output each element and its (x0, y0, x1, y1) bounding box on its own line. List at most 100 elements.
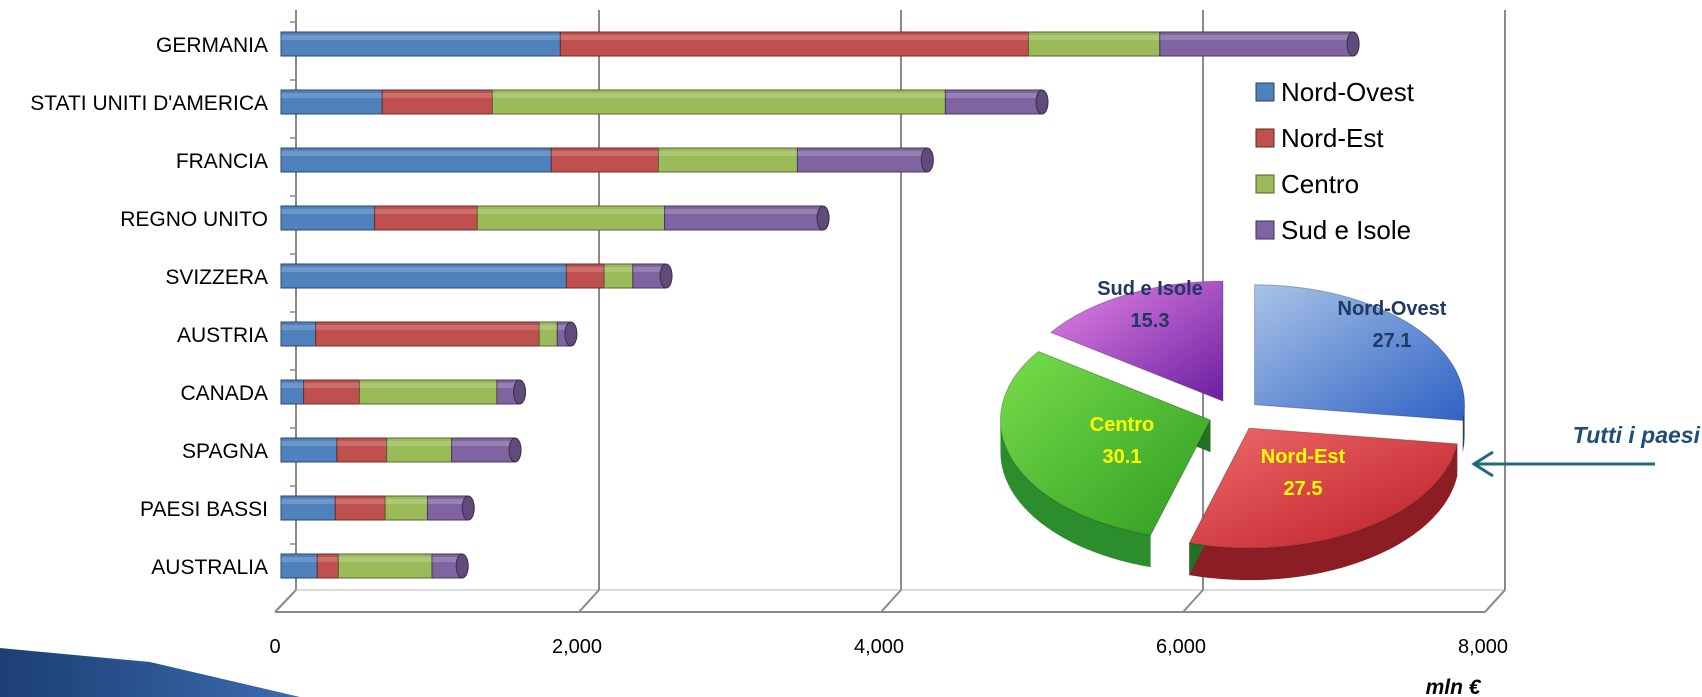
bar-segment-highlight (281, 267, 567, 272)
pie-slice-value: 27.1 (1373, 330, 1412, 352)
bar-segment (315, 321, 540, 347)
bar-segment-highlight (551, 151, 659, 156)
bar-end-cap (461, 495, 475, 521)
bar-segment (796, 147, 928, 173)
x-tick-label: 8,000 (1458, 636, 1508, 658)
arrow-left-icon (1471, 450, 1494, 478)
bar-segment-highlight (281, 93, 383, 98)
decorative-corner-shape (0, 648, 300, 697)
bar-segment-highlight (386, 441, 452, 446)
pie-slice-side (1462, 404, 1465, 453)
legend-swatch (1255, 220, 1275, 240)
x-tick-label: 4,000 (854, 636, 904, 658)
legend-swatch (1255, 128, 1275, 148)
bar-row (280, 31, 1360, 57)
category-label: STATI UNITI D'AMERICA (30, 92, 268, 115)
bar-segment (1159, 31, 1354, 57)
bar-end-cap (920, 147, 934, 173)
bar-segment-highlight (560, 35, 1029, 40)
bar-segment-highlight (281, 151, 552, 156)
bar-segment (280, 495, 336, 521)
bar-end-cap (816, 205, 830, 231)
bar-end-cap (455, 553, 469, 579)
bar-segment (451, 437, 516, 463)
bar-row (280, 147, 934, 173)
pie-slice-side (1189, 443, 1458, 581)
bar-segment (565, 263, 605, 289)
pie-slice-value: 30.1 (1103, 446, 1142, 468)
gridline-floor (1182, 589, 1204, 613)
category-label: PAESI BASSI (140, 498, 268, 521)
legend-label: Centro (1281, 169, 1359, 199)
category-label: FRANCIA (176, 150, 268, 173)
x-axis-ticks: 0 2,000 4,000 6,000 8,000 (269, 636, 1508, 658)
bar-segment (384, 495, 428, 521)
legend-label: Nord-Est (1281, 123, 1384, 153)
category-label: SVIZZERA (165, 266, 268, 289)
pie-slice (1000, 350, 1212, 568)
bar-segment (334, 495, 386, 521)
bar-segment-highlight (797, 151, 928, 156)
bar-segment-highlight (281, 499, 336, 504)
bar-segment-highlight (338, 557, 432, 562)
category-label: AUSTRALIA (151, 556, 268, 579)
pie-annotation: Tutti i paesi (1471, 422, 1701, 478)
legend-swatch (1255, 174, 1275, 194)
bar-segment-highlight (336, 441, 387, 446)
pie-slice-name: Nord-Ovest (1338, 298, 1447, 320)
bar-segment-highlight (281, 383, 304, 388)
category-label: AUSTRIA (177, 324, 268, 347)
pie-slice (1049, 280, 1224, 402)
pie-slice-top (1188, 427, 1458, 549)
bar-segment-highlight (451, 441, 516, 446)
floor-left-edge (274, 589, 297, 613)
bar-segment-highlight (557, 325, 571, 330)
bar-row (280, 495, 475, 521)
gridline-floor (1484, 589, 1506, 613)
bar-segment (1027, 31, 1161, 57)
bar-row (280, 321, 578, 347)
pie-slice (1254, 284, 1466, 453)
bar-segment-highlight (632, 267, 667, 272)
bar-segment-highlight (281, 209, 375, 214)
bar-segment (280, 321, 317, 347)
category-label: GERMANIA (156, 34, 268, 57)
bar-segment (944, 89, 1043, 115)
bar-row (280, 437, 522, 463)
bar-segment (280, 553, 318, 579)
bar-segment (381, 89, 493, 115)
bar-end-cap (513, 379, 527, 405)
x-tick-label: 2,000 (552, 636, 602, 658)
pie-slice-top (1049, 280, 1224, 402)
bar-segment (664, 205, 824, 231)
bar-end-cap (508, 437, 522, 463)
x-tick-label: 0 (269, 636, 280, 658)
bar-segment (280, 205, 376, 231)
bar-segment-highlight (664, 209, 824, 214)
pie-slice-name: Sud e Isole (1097, 278, 1203, 300)
legend-label: Nord-Ovest (1281, 77, 1415, 107)
bar-segment-highlight (281, 441, 337, 446)
bar-segment-highlight (281, 325, 316, 330)
stacked-bars (280, 31, 1360, 579)
bar-row (280, 263, 673, 289)
legend-item: Centro (1255, 169, 1359, 199)
bar-segment-highlight (335, 499, 386, 504)
bar-segment-highlight (427, 499, 469, 504)
pie-slice-name: Nord-Est (1261, 446, 1346, 468)
bar-segment-highlight (281, 557, 318, 562)
pie-slice-value: 15.3 (1131, 310, 1170, 332)
legend-item: Sud e Isole (1255, 215, 1411, 245)
bar-segment (303, 379, 361, 405)
legend: Nord-Ovest Nord-Est Centro Sud e Isole (1255, 77, 1415, 245)
gridline-floor (578, 589, 600, 613)
pie-slice-name: Centro (1090, 414, 1154, 436)
bar-segment-highlight (658, 151, 798, 156)
bar-row (280, 553, 469, 579)
bar-segment-highlight (359, 383, 497, 388)
bar-segment-highlight (317, 557, 339, 562)
bar-end-cap (659, 263, 673, 289)
bar-segment (426, 495, 469, 521)
bar-segment (559, 31, 1029, 57)
